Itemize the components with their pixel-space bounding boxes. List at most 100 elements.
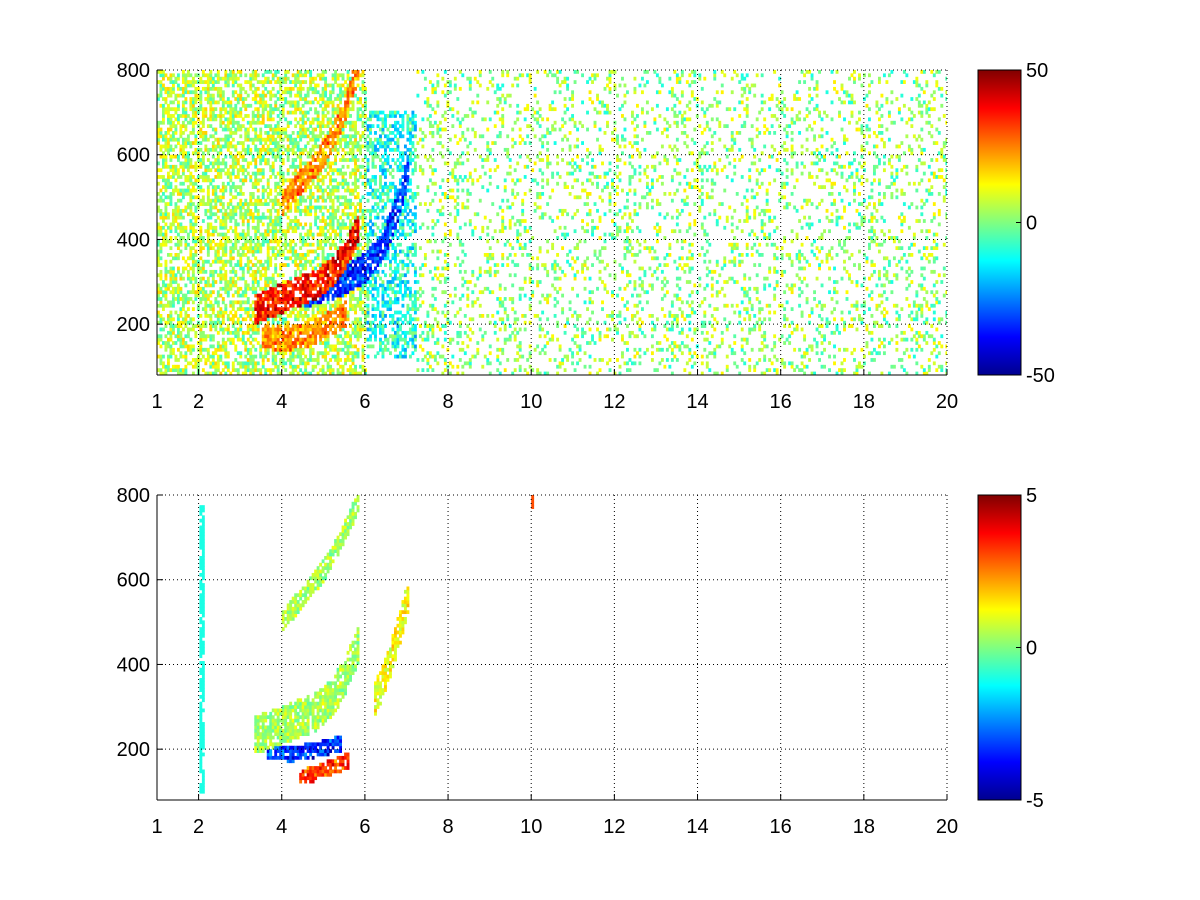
heatmap-cell: [264, 266, 268, 271]
heatmap-cell: [349, 283, 352, 288]
heatmap-cell: [161, 134, 165, 139]
heatmap-cell: [316, 168, 320, 173]
heatmap-cell: [344, 293, 347, 298]
heatmap-cell: [261, 297, 265, 301]
heatmap-cell: [364, 181, 367, 186]
heatmap-cell: [226, 73, 230, 78]
heatmap-cell: [259, 269, 263, 274]
heatmap-cell: [374, 330, 377, 335]
heatmap-cell: [226, 361, 230, 366]
heatmap-cell: [269, 103, 273, 108]
heatmap-cell: [346, 76, 350, 81]
heatmap-cell: [261, 344, 265, 349]
heatmap-cell: [349, 303, 352, 308]
heatmap-cell: [291, 300, 295, 305]
heatmap-cell: [206, 73, 210, 78]
heatmap-cell: [204, 242, 208, 247]
heatmap-cell: [341, 276, 345, 281]
heatmap-cell: [254, 107, 258, 112]
heatmap-cell: [264, 330, 268, 335]
heatmap-cell: [361, 368, 365, 373]
heatmap-cell: [394, 246, 397, 251]
heatmap-cell: [186, 192, 190, 196]
heatmap-cell: [261, 110, 265, 115]
heatmap-cell: [179, 188, 183, 193]
heatmap-cell: [364, 127, 367, 132]
heatmap-cell: [261, 192, 265, 196]
heatmap-cell: [331, 320, 335, 325]
heatmap-cell: [189, 246, 193, 251]
heatmap-cell: [229, 276, 233, 281]
heatmap-cell: [221, 93, 225, 98]
heatmap-cell: [384, 134, 387, 139]
heatmap-cell: [169, 202, 173, 206]
heatmap-cell: [206, 293, 210, 298]
heatmap-cell: [174, 80, 178, 84]
heatmap-cell: [341, 120, 345, 125]
heatmap-cell: [236, 192, 240, 196]
heatmap-cell: [174, 219, 178, 223]
heatmap-cell: [339, 90, 343, 95]
heatmap-cell: [179, 208, 183, 213]
heatmap-cell: [379, 310, 382, 315]
heatmap-cell: [389, 286, 392, 291]
heatmap-cell: [329, 324, 333, 328]
heatmap-cell: [321, 266, 325, 271]
heatmap-cell: [157, 93, 160, 98]
heatmap-cell: [331, 73, 335, 78]
heatmap-cell: [301, 80, 305, 84]
heatmap-cell: [331, 368, 335, 373]
heatmap-cell: [196, 93, 200, 98]
heatmap-cell: [251, 192, 255, 196]
heatmap-cell: [251, 120, 255, 125]
heatmap-cell: [254, 236, 258, 240]
heatmap-cell: [316, 137, 320, 142]
heatmap-cell: [351, 293, 355, 298]
heatmap-cell: [196, 239, 200, 244]
heatmap-cell: [369, 232, 372, 237]
heatmap-cell: [334, 283, 338, 288]
heatmap-cell: [206, 358, 210, 362]
heatmap-cell: [396, 320, 400, 325]
heatmap-cell: [266, 351, 270, 356]
heatmap-cell: [369, 266, 372, 271]
heatmap-cell: [269, 327, 273, 332]
heatmap-cell: [241, 269, 245, 274]
heatmap-cell: [174, 178, 178, 183]
heatmap-cell: [361, 324, 365, 328]
heatmap-cell: [166, 90, 170, 95]
heatmap-cell: [289, 351, 293, 356]
heatmap-cell: [214, 168, 218, 173]
heatmap-cell: [316, 293, 320, 298]
heatmap-cell: [276, 324, 280, 328]
heatmap-cell: [229, 269, 233, 274]
heatmap-cell: [169, 158, 173, 162]
heatmap-cell: [211, 107, 215, 112]
heatmap-cell: [174, 202, 178, 206]
heatmap-cell: [366, 242, 370, 247]
heatmap-cell: [171, 256, 175, 261]
heatmap-cell: [391, 158, 395, 162]
heatmap-cell: [354, 324, 357, 328]
heatmap-cell: [209, 205, 213, 210]
heatmap-cell: [209, 215, 213, 220]
heatmap-cell: [284, 310, 288, 315]
heatmap-cell: [261, 334, 265, 339]
heatmap-cell: [254, 314, 258, 318]
heatmap-cell: [269, 107, 273, 112]
heatmap-cell: [344, 222, 347, 227]
heatmap-cell: [169, 276, 173, 281]
heatmap-cell: [301, 341, 305, 345]
heatmap-cell: [171, 100, 175, 105]
heatmap-cell: [194, 178, 198, 183]
heatmap-cell: [291, 161, 295, 166]
heatmap-cell: [269, 368, 273, 373]
heatmap-cell: [339, 195, 343, 200]
heatmap-cell: [389, 314, 392, 318]
heatmap-cell: [204, 347, 208, 352]
heatmap-cell: [271, 137, 275, 142]
heatmap-cell: [331, 293, 335, 298]
heatmap-cell: [191, 185, 195, 190]
heatmap-cell: [346, 276, 350, 281]
heatmap-cell: [344, 151, 347, 156]
